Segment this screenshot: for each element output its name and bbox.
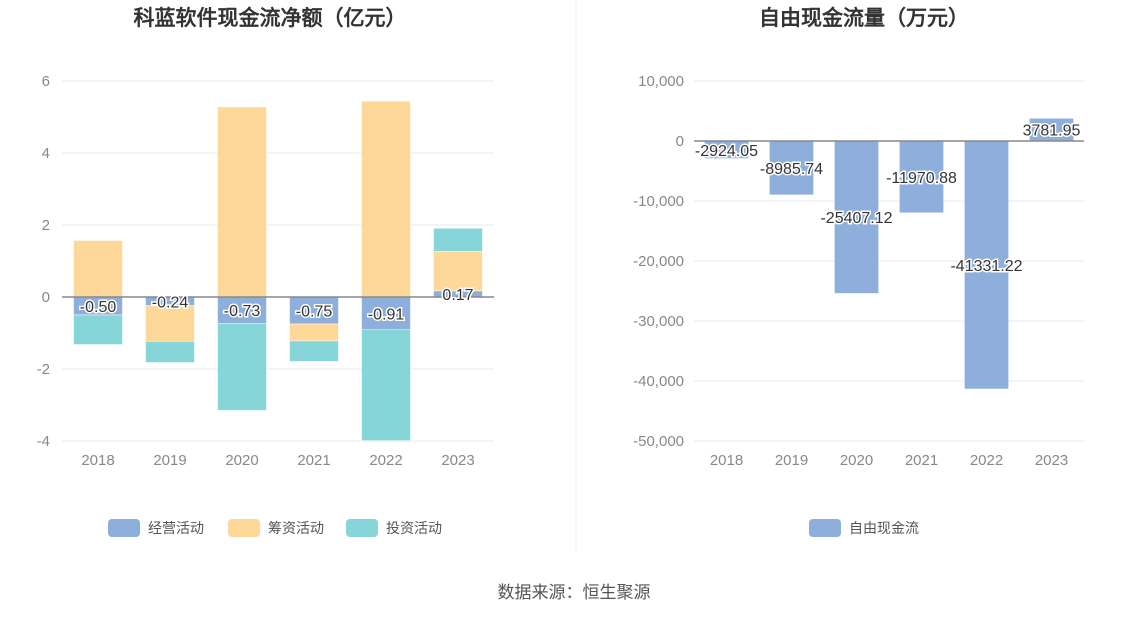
bar-自由现金流-2021 bbox=[899, 140, 944, 214]
legend-swatch[interactable] bbox=[809, 519, 841, 537]
data-label: -0.24 bbox=[152, 294, 189, 311]
data-label: -25407.12 bbox=[820, 210, 892, 227]
y-tick-label: 2 bbox=[42, 217, 50, 234]
bar-筹资活动-2021 bbox=[289, 323, 339, 342]
bar-自由现金流-2020 bbox=[834, 140, 879, 294]
bar-筹资活动-2018 bbox=[73, 240, 123, 298]
data-label: -2924.05 bbox=[695, 143, 758, 160]
x-tick-label: 2020 bbox=[225, 452, 258, 469]
legend-label: 筹资活动 bbox=[268, 520, 324, 536]
legend-label: 投资活动 bbox=[386, 520, 442, 536]
x-tick-label: 2019 bbox=[153, 452, 186, 469]
data-label: -8985.74 bbox=[760, 161, 823, 178]
x-tick-label: 2021 bbox=[297, 452, 330, 469]
x-tick-label: 2018 bbox=[81, 452, 114, 469]
y-tick-label: 6 bbox=[42, 73, 50, 90]
y-tick-label: 0 bbox=[42, 289, 50, 306]
legend-swatch[interactable] bbox=[228, 519, 260, 537]
legend-swatch[interactable] bbox=[346, 519, 378, 537]
bar-投资活动-2021 bbox=[289, 340, 339, 362]
bar-筹资活动-2023 bbox=[433, 251, 483, 292]
x-tick-label: 2019 bbox=[775, 452, 808, 469]
y-tick-label: -40,000 bbox=[633, 373, 684, 390]
chart-title: 科蓝软件现金流净额（亿元） bbox=[134, 6, 407, 30]
x-tick-label: 2021 bbox=[905, 452, 938, 469]
data-label: -0.75 bbox=[296, 304, 333, 321]
bar-投资活动-2018 bbox=[73, 314, 123, 345]
bar-筹资活动-2022 bbox=[361, 100, 411, 298]
bar-投资活动-2022 bbox=[361, 329, 411, 441]
y-tick-label: -30,000 bbox=[633, 313, 684, 330]
y-tick-label: 0 bbox=[676, 133, 684, 150]
x-tick-label: 2020 bbox=[840, 452, 873, 469]
bar-筹资活动-2020 bbox=[217, 106, 267, 298]
y-tick-label: 10,000 bbox=[638, 73, 684, 90]
x-tick-label: 2023 bbox=[441, 452, 474, 469]
y-tick-label: -10,000 bbox=[633, 193, 684, 210]
chart-title: 自由现金流量（万元） bbox=[759, 6, 969, 30]
source-note: 数据来源：恒生聚源 bbox=[498, 583, 651, 602]
data-label: 3781.95 bbox=[1023, 123, 1081, 140]
bar-经营活动-2020 bbox=[217, 296, 267, 324]
bar-投资活动-2019 bbox=[145, 341, 195, 363]
x-tick-label: 2023 bbox=[1035, 452, 1068, 469]
bar-自由现金流-2022 bbox=[964, 140, 1009, 390]
legend-label: 经营活动 bbox=[148, 520, 204, 536]
bar-投资活动-2020 bbox=[217, 323, 267, 411]
y-tick-label: -50,000 bbox=[633, 433, 684, 450]
data-label: -0.73 bbox=[224, 303, 261, 320]
data-label: -0.50 bbox=[80, 299, 117, 316]
y-tick-label: 4 bbox=[42, 145, 50, 162]
x-tick-label: 2018 bbox=[710, 452, 743, 469]
x-tick-label: 2022 bbox=[970, 452, 1003, 469]
y-tick-label: -20,000 bbox=[633, 253, 684, 270]
legend-swatch[interactable] bbox=[108, 519, 140, 537]
data-label: 0.17 bbox=[442, 287, 473, 304]
data-label: -41331.22 bbox=[950, 258, 1022, 275]
legend-label: 自由现金流 bbox=[849, 520, 919, 536]
x-tick-label: 2022 bbox=[369, 452, 402, 469]
bar-自由现金流-2019 bbox=[769, 140, 814, 196]
bar-投资活动-2023 bbox=[433, 227, 483, 252]
y-tick-label: -4 bbox=[37, 433, 50, 450]
y-tick-label: -2 bbox=[37, 361, 50, 378]
data-label: -11970.88 bbox=[886, 170, 957, 187]
data-label: -0.91 bbox=[368, 306, 405, 323]
